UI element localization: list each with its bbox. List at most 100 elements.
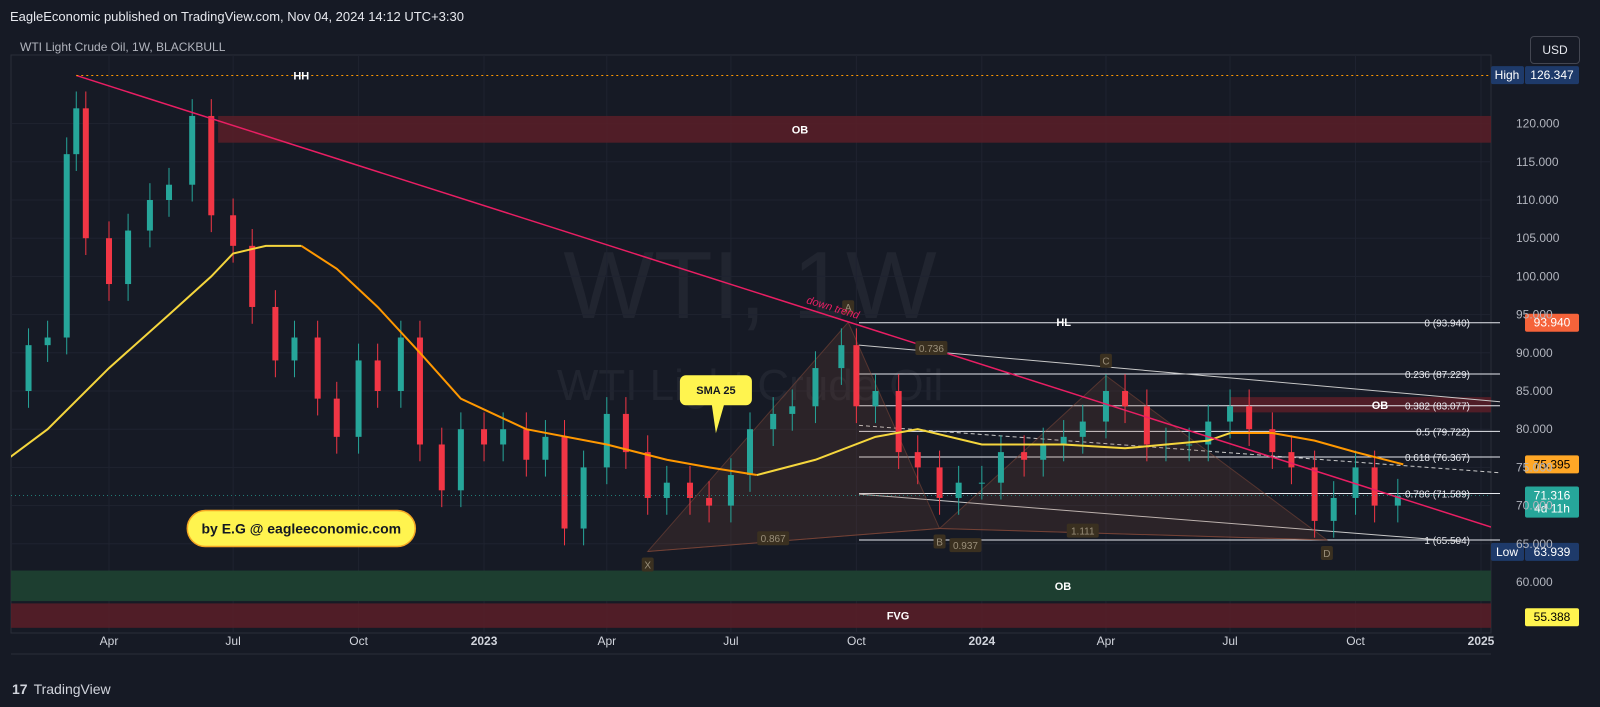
x-tick-label: Jul [723,634,738,648]
y-tick-label: 110.000 [1516,193,1559,207]
x-tick-label: Apr [100,634,119,648]
sma-slow-line [1230,432,1404,466]
candle-body [1122,391,1129,407]
candle-body [1040,444,1047,460]
zone-ob [11,570,1491,602]
tradingview-logo-icon: 17 [12,681,28,697]
ratio-label: 1.111 [1071,527,1095,538]
tradingview-brand[interactable]: 17 TradingView [12,681,111,697]
y-tick-label: 75.000 [1516,460,1553,474]
point-badge [933,534,946,549]
candle-body [230,215,237,246]
candle-body [1021,452,1028,460]
candle-body [457,429,464,491]
fib-level-label: 1 (65.504) [1424,536,1470,547]
candle-body [73,108,80,155]
publish-line: EagleEconomic published on TradingView.c… [10,9,464,24]
candle-body [374,360,381,391]
candle-body [1205,421,1212,445]
point-badge [842,300,855,315]
price-label: 75.395 [1534,457,1571,471]
fib-level-label: 0.786 (71.589) [1405,489,1470,500]
ratio-label: 0.736 [919,344,944,355]
x-tick-label: Oct [1346,634,1365,648]
candle-body [1394,495,1401,506]
y-tick-label: 65.000 [1516,537,1553,551]
currency-button[interactable]: USD [1530,36,1580,64]
x-tick-label: 2024 [968,634,995,648]
candle-body [249,245,256,307]
candle-body [1143,406,1150,445]
candle-body [746,429,753,476]
x-tick-label: Jul [1222,634,1237,648]
ratio-badge [1066,523,1099,538]
swing-label: HL [1056,317,1071,329]
swing-label: HH [293,70,309,82]
candle-body [686,482,693,498]
candle-body [542,436,549,460]
point-label: C [1102,357,1109,368]
candle-body [333,398,340,437]
y-tick-label: 100.000 [1516,269,1560,283]
y-tick-label: 60.000 [1516,575,1553,589]
fib-level-label: 0.618 (76.367) [1405,453,1470,464]
candle-body [1162,444,1169,446]
ratio-badge [949,538,982,553]
candle-body [523,429,530,460]
candle-body [770,413,777,430]
point-label: A [845,303,852,314]
price-label-box [1525,486,1579,505]
y-tick-label: 90.000 [1516,346,1553,360]
price-label: 4d 11h [1534,502,1570,516]
ratio-label: 0.937 [953,541,978,552]
side-tag: Low [1496,545,1518,559]
sma-slow-line [300,245,757,477]
candle-body [82,108,89,239]
watermark-sub: WTI Light Crude Oil [557,361,943,410]
ratio-badge [915,340,948,355]
candle-body [706,497,713,506]
candle-body [1227,406,1234,422]
price-label: 55.388 [1534,610,1571,624]
candle-body [622,413,629,453]
side-tag-box [1491,542,1524,561]
candle-body [1269,429,1276,453]
candle-body [603,413,610,468]
candle-body [1079,421,1086,437]
price-label: 71.316 [1534,489,1571,503]
x-tick-label: 2023 [471,634,498,648]
candle-body [1060,436,1067,445]
candle-body [644,452,651,498]
side-tag: High [1495,68,1520,82]
candle-body [1330,497,1337,521]
zone-label: OB [792,124,809,136]
price-label-box [1525,608,1579,627]
candle-body [481,429,488,445]
candle-body [1186,444,1193,446]
channel-bottom-line [858,493,1461,543]
channel-top-line [858,344,1501,403]
dashed-median-line [858,424,1501,474]
ratio-label: 0.867 [761,534,786,545]
y-tick-label: 95.000 [1516,308,1553,322]
candle-body [314,337,321,399]
harmonic-triangle [938,375,1329,541]
fib-level-label: 0.382 (83.077) [1405,402,1470,413]
candle-body [936,467,943,498]
harmonic-triangle [646,321,941,553]
candle-body [1311,467,1318,521]
candle-body [63,154,70,338]
candle-body [872,391,879,407]
x-tick-label: Oct [847,634,866,648]
zone-ob [218,115,1491,143]
candle-body [812,368,819,407]
zone-fvg [11,603,1491,628]
candle-body [1246,406,1253,430]
candle-body [2,391,8,429]
candle-body [561,436,568,529]
fib-level-label: 0.236 (87.229) [1405,370,1470,381]
plot-frame [10,54,1492,634]
candle-body [25,345,32,391]
candle-body [789,406,796,414]
